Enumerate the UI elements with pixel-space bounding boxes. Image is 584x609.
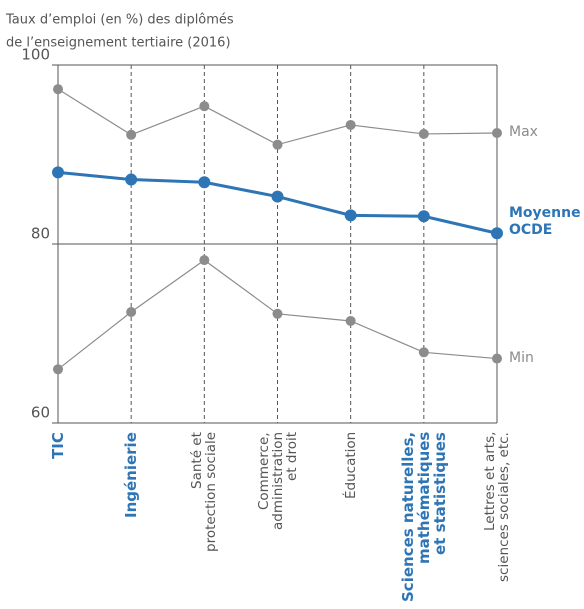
series-label: Max — [509, 124, 538, 141]
y-tick-label: 60 — [31, 404, 50, 422]
series-label: Min — [509, 349, 534, 366]
data-point — [271, 190, 284, 203]
data-point — [418, 128, 429, 139]
chart-title: Taux d’emploi (en %) des diplômés — [5, 13, 234, 28]
data-point — [126, 307, 137, 318]
y-tick-label: 80 — [31, 225, 50, 243]
data-point — [491, 227, 503, 240]
x-tick-label: Santé et protection sociale — [189, 432, 220, 553]
y-tick-label: 100 — [21, 46, 50, 64]
data-point — [53, 364, 63, 375]
x-tick-label: Ingénierie — [122, 432, 141, 518]
data-point — [52, 166, 64, 179]
x-tick-label: Lettres et arts, sciences sociales, etc. — [482, 432, 512, 582]
series-label: Moyenne OCDE — [509, 205, 581, 239]
data-point — [344, 209, 357, 222]
data-point — [199, 101, 210, 112]
data-point — [418, 347, 429, 358]
chart-title: de l’enseignement tertiaire (2016) — [6, 36, 231, 51]
x-tick-label: TIC — [49, 432, 67, 459]
data-point — [126, 129, 137, 140]
data-point — [492, 353, 502, 364]
x-tick-label: Commerce, administration et droit — [255, 432, 300, 531]
data-point — [492, 128, 502, 139]
series-line — [57, 170, 498, 235]
data-point — [272, 308, 283, 319]
x-tick-label: Éducation — [342, 432, 359, 500]
data-point — [53, 84, 63, 95]
data-point — [198, 176, 211, 189]
data-point — [272, 139, 283, 150]
x-tick-label: Sciences naturelles, mathématiques et st… — [398, 432, 449, 603]
data-point — [345, 315, 356, 326]
data-point — [345, 119, 356, 130]
data-point — [125, 173, 138, 186]
data-point — [417, 210, 430, 223]
data-point — [199, 255, 210, 266]
